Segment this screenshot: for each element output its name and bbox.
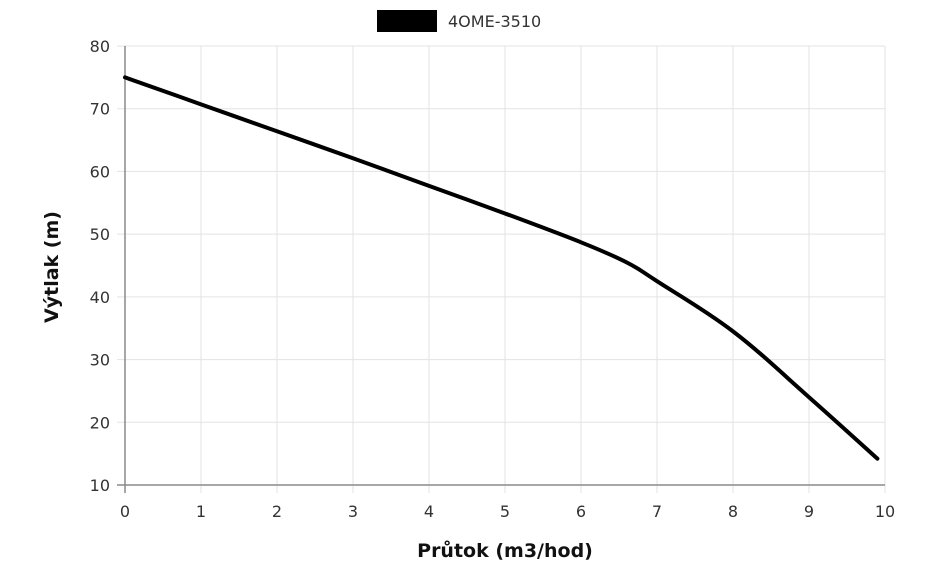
y-tick-label: 80 — [90, 37, 110, 56]
y-tick-label: 70 — [90, 100, 110, 119]
legend-swatch[interactable] — [377, 10, 437, 32]
x-tick-label: 5 — [500, 502, 510, 521]
x-tick-label: 3 — [348, 502, 358, 521]
x-tick-label: 2 — [272, 502, 282, 521]
x-tick-label: 0 — [120, 502, 130, 521]
x-tick-label: 8 — [728, 502, 738, 521]
y-axis-title: Výtlak (m) — [41, 211, 63, 323]
y-tick-label: 30 — [90, 351, 110, 370]
y-tick-label: 50 — [90, 225, 110, 244]
axes — [117, 46, 885, 493]
y-tick-label: 40 — [90, 288, 110, 307]
x-tick-label: 9 — [804, 502, 814, 521]
y-tick-label: 10 — [90, 476, 110, 495]
legend-label[interactable]: 4OME-3510 — [448, 12, 541, 31]
y-tick-label: 20 — [90, 413, 110, 432]
legend[interactable]: 4OME-3510 — [377, 10, 541, 32]
x-axis-title: Průtok (m3/hod) — [417, 539, 593, 562]
x-tick-label: 1 — [196, 502, 206, 521]
x-tick-label: 4 — [424, 502, 434, 521]
y-tick-label: 60 — [90, 162, 110, 181]
x-tick-label: 6 — [576, 502, 586, 521]
series-line-0[interactable] — [123, 75, 880, 461]
x-tick-label: 10 — [875, 502, 895, 521]
grid — [117, 45, 886, 493]
tick-labels: 0 1 2 3 4 5 6 7 8 9 10 10 20 30 40 50 60 70 80 — [90, 37, 896, 521]
series-lines — [123, 75, 880, 461]
x-tick-label: 7 — [652, 502, 662, 521]
